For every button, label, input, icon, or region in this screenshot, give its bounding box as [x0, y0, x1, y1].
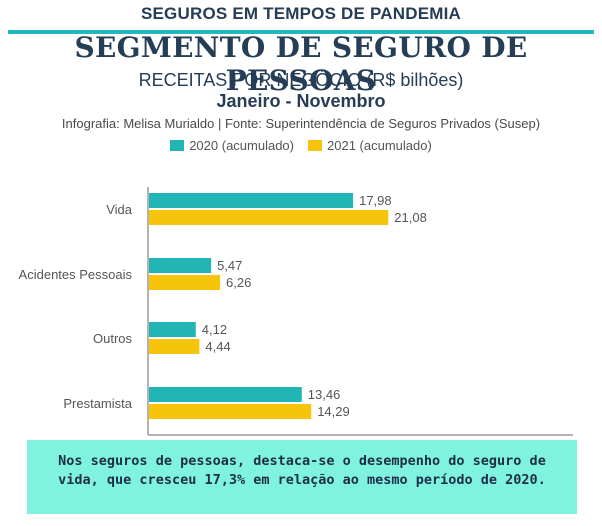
- legend-swatch-2020: [170, 140, 185, 151]
- legend-label-2020: 2020 (acumulado): [189, 138, 294, 153]
- data-label-vida-2021: 21,08: [394, 210, 427, 225]
- legend-label-2021: 2021 (acumulado): [327, 138, 432, 153]
- category-label-prestamista: Prestamista: [63, 396, 132, 411]
- chart-legend: 2020 (acumulado) 2021 (acumulado): [0, 138, 602, 153]
- chart-subtitle: RECEITAS POR NEGÓCIO (R$ bilhões): [138, 70, 464, 90]
- accent-rule: [8, 30, 594, 34]
- bar-outros-2021: [149, 339, 200, 354]
- kicker-title: SEGUROS EM TEMPOS DE PANDEMIA: [140, 4, 462, 23]
- legend-item-2020: 2020 (acumulado): [170, 138, 294, 153]
- data-label-acidentes-pessoais-2020: 5,47: [217, 258, 242, 273]
- credit-line: Infografia: Melisa Murialdo | Fonte: Sup…: [61, 116, 541, 131]
- bar-vida-2021: [149, 210, 389, 225]
- data-label-vida-2020: 17,98: [359, 193, 392, 208]
- category-label-acidentes-pessoais: Acidentes Pessoais: [19, 267, 133, 282]
- data-label-outros-2021: 4,44: [205, 339, 230, 354]
- bar-vida-2020: [149, 193, 354, 208]
- bar-acidentes-pessoais-2020: [149, 258, 212, 273]
- bar-prestamista-2020: [149, 387, 302, 402]
- bar-outros-2020: [149, 322, 196, 337]
- bar-acidentes-pessoais-2021: [149, 275, 221, 290]
- data-label-prestamista-2021: 14,29: [317, 404, 350, 419]
- legend-item-2021: 2021 (acumulado): [308, 138, 432, 153]
- data-label-acidentes-pessoais-2021: 6,26: [226, 275, 251, 290]
- data-label-prestamista-2020: 13,46: [308, 387, 341, 402]
- bar-prestamista-2021: [149, 404, 312, 419]
- chart-period: Janeiro - Novembro: [216, 91, 386, 111]
- category-label-outros: Outros: [93, 331, 133, 346]
- callout-box: Nos seguros de pessoas, destaca-se o des…: [27, 440, 577, 514]
- callout-text: Nos seguros de pessoas, destaca-se o des…: [58, 453, 546, 488]
- legend-swatch-2021: [308, 140, 322, 151]
- data-label-outros-2020: 4,12: [202, 322, 227, 337]
- headline: SEGMENTO DE SEGURO DE PESSOAS: [74, 31, 528, 97]
- category-label-vida: Vida: [106, 202, 133, 217]
